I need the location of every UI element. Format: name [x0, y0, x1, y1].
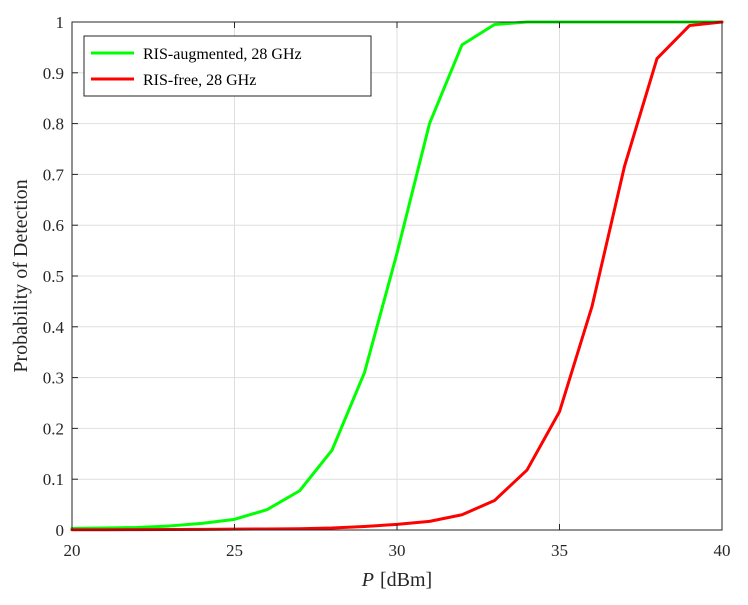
grid: [72, 22, 722, 530]
y-tick-label: 0.9: [43, 64, 64, 83]
y-tick-label: 0.4: [43, 318, 65, 337]
x-tick-label: 40: [714, 541, 731, 560]
y-axis-label: Probability of Detection: [10, 179, 32, 372]
axis-ticks: [71, 21, 723, 531]
x-tick-label: 35: [551, 541, 568, 560]
y-tick-label: 0.2: [43, 419, 64, 438]
y-tick-label: 0.1: [43, 470, 64, 489]
y-tick-label: 0.6: [43, 216, 64, 235]
legend: RIS-augmented, 28 GHz RIS-free, 28 GHz: [83, 35, 372, 97]
y-tick-label: 0.7: [43, 165, 65, 184]
y-tick-labels: 0 0.1 0.2 0.3 0.4 0.5 0.6 0.7 0.8 0.9 1: [43, 13, 65, 540]
y-tick-label: 1: [56, 13, 65, 32]
legend-label-1: RIS-augmented, 28 GHz: [143, 46, 302, 63]
y-tick-label: 0: [56, 521, 65, 540]
legend-label-2: RIS-free, 28 GHz: [143, 72, 256, 89]
x-tick-labels: 20 25 30 35 40: [64, 541, 731, 560]
legend-box: [83, 35, 372, 97]
y-tick-label: 0.3: [43, 369, 64, 388]
x-tick-label: 20: [64, 541, 81, 560]
y-tick-label: 0.5: [43, 267, 64, 286]
x-tick-label: 25: [226, 541, 243, 560]
x-tick-label: 30: [389, 541, 406, 560]
y-tick-label: 0.8: [43, 115, 64, 134]
x-axis-label: P [dBm]: [361, 569, 432, 591]
